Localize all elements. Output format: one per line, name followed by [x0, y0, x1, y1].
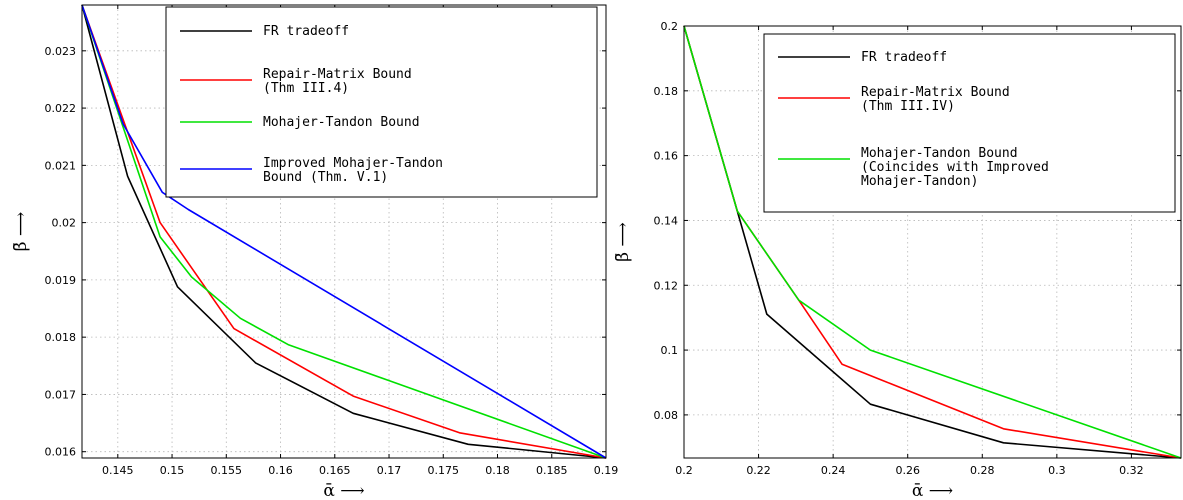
- x-tick-label: 0.165: [319, 464, 351, 477]
- y-tick-label: 0.14: [654, 214, 679, 227]
- series-line-mohajer-tandon-bound: [81, 4, 607, 459]
- legend-label: Repair-Matrix Bound: [861, 85, 1010, 100]
- legend-label: Bound (Thm. V.1): [263, 170, 388, 185]
- x-tick-label: 0.155: [211, 464, 243, 477]
- y-tick-label: 0.016: [45, 446, 77, 459]
- legend-label: Improved Mohajer-Tandon: [263, 156, 443, 171]
- series-lines: [81, 4, 607, 459]
- x-tick-label: 0.145: [102, 464, 134, 477]
- legend-label: Mohajer-Tandon): [861, 174, 978, 189]
- legend: FR tradeoff Repair-Matrix Bound(Thm III.I…: [763, 33, 1176, 213]
- x-axis-label: ᾱ ⟶: [323, 481, 364, 500]
- y-tick-label: 0.08: [654, 409, 679, 422]
- y-tick-label: 0.019: [45, 274, 77, 287]
- legend-label: (Thm III.IV): [861, 99, 955, 114]
- x-tick-label: 0.24: [821, 464, 846, 477]
- y-tick-label: 0.017: [45, 388, 77, 401]
- x-tick-label: 0.19: [594, 464, 619, 477]
- y-axis-label: β̄ ⟶: [613, 222, 633, 262]
- chart-left: 0.145 0.15 0.155 0.16 0.165 0.17 0.175 0.18 0.18…: [11, 4, 619, 500]
- legend-box: [763, 33, 1176, 213]
- y-tick-label: 0.18: [654, 85, 679, 98]
- x-tick-label: 0.16: [268, 464, 293, 477]
- x-tick-label: 0.18: [485, 464, 510, 477]
- y-tick-label: 0.021: [45, 159, 77, 172]
- x-tick-label: 0.32: [1119, 464, 1144, 477]
- y-tick-label: 0.1: [661, 344, 679, 357]
- x-tick-label: 0.185: [536, 464, 568, 477]
- x-tick-label: 0.175: [428, 464, 460, 477]
- legend: FR tradeoff Repair-Matrix Bound(Thm III.4…: [165, 6, 598, 198]
- x-tick-label: 0.15: [160, 464, 185, 477]
- series-line-fr-tradeoff: [81, 4, 607, 459]
- legend-label: FR tradeoff: [263, 24, 349, 39]
- x-tick-label: 0.22: [746, 464, 771, 477]
- x-tick-label: 0.26: [895, 464, 920, 477]
- x-tick-label: 0.28: [970, 464, 995, 477]
- y-tick-label: 0.16: [654, 150, 679, 163]
- y-axis-label: β̄ ⟶: [11, 212, 31, 252]
- x-axis-label: ᾱ ⟶: [912, 481, 953, 500]
- series-line-mohajer-tandon-bound-coincides-with-improved-mohajer-tandon: [683, 25, 1182, 459]
- y-tick-label: 0.12: [654, 279, 679, 292]
- x-tick-label: 0.17: [377, 464, 402, 477]
- series-line-repair-matrix-bound-thm-iii-4: [81, 4, 607, 459]
- y-tick-label: 0.2: [661, 20, 679, 33]
- y-tick-label: 0.023: [45, 45, 77, 58]
- y-tick-label: 0.02: [52, 217, 77, 230]
- axis-ticks: 0.2 0.22 0.24 0.26 0.28 0.3 0.32 0.08 0.1 0.12 0.1…: [654, 20, 1181, 477]
- legend-label: Mohajer-Tandon Bound: [263, 115, 420, 130]
- legend-label: Repair-Matrix Bound: [263, 67, 412, 82]
- x-tick-label: 0.2: [675, 464, 693, 477]
- y-tick-label: 0.018: [45, 331, 77, 344]
- series-lines: [683, 25, 1182, 459]
- legend-label: (Coincides with Improved: [861, 160, 1049, 175]
- plot-frame: [81, 4, 607, 459]
- x-tick-label: 0.3: [1048, 464, 1066, 477]
- chart-right: 0.2 0.22 0.24 0.26 0.28 0.3 0.32 0.08 0.1 0.12 0.1…: [613, 20, 1182, 500]
- legend-label: FR tradeoff: [861, 50, 947, 65]
- plot-frame: [683, 25, 1182, 459]
- y-tick-label: 0.022: [45, 102, 77, 115]
- legend-label: Mohajer-Tandon Bound: [861, 146, 1018, 161]
- legend-box: [165, 6, 598, 198]
- series-line-improved-mohajer-tandon-bound-thm-v-1: [81, 4, 607, 459]
- legend-label: (Thm III.4): [263, 81, 349, 96]
